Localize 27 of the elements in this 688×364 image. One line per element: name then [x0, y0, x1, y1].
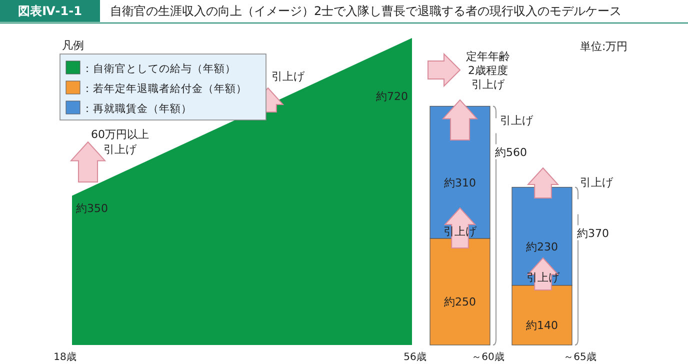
text: 2歳程度 — [468, 64, 508, 77]
data-label: 約720 — [376, 90, 408, 103]
text: 60万円以上 — [91, 128, 149, 141]
category-label: ～65歳 — [564, 351, 596, 363]
text: 引上げ — [272, 70, 306, 83]
data-label: 約350 — [76, 202, 108, 215]
text: 引上げ — [500, 114, 534, 127]
legend-label: ：自衛官としての給与（年額） — [82, 62, 236, 75]
text: 定年年齢 — [466, 50, 510, 63]
data-label: 約310 — [444, 176, 476, 190]
category-label: ～60歳 — [472, 351, 504, 363]
text: 単位:万円 — [580, 40, 628, 53]
text: 引上げ — [580, 176, 614, 189]
data-label: 約140 — [526, 319, 558, 332]
text: 約560 — [495, 146, 527, 160]
text: 自衛官の生涯収入の向上（イメージ）2士で入隊し曹長で退職する者の現行収入のモデルケース — [110, 4, 622, 18]
data-label: 約250 — [444, 296, 476, 309]
text: 約370 — [577, 227, 609, 240]
text: 引上げ — [472, 78, 506, 91]
legend-label: ：再就職賃金（年額） — [82, 102, 192, 115]
legend-label: ：若年定年退職者給付金（年額） — [82, 82, 247, 95]
data-label: 約230 — [526, 240, 558, 254]
text: 図表Ⅳ-1-1 — [18, 4, 82, 18]
category-label: 56歳 — [404, 351, 426, 363]
text: 引上げ — [104, 143, 138, 156]
legend-title: 凡例 — [62, 39, 84, 52]
category-label: 18歳 — [54, 351, 76, 363]
